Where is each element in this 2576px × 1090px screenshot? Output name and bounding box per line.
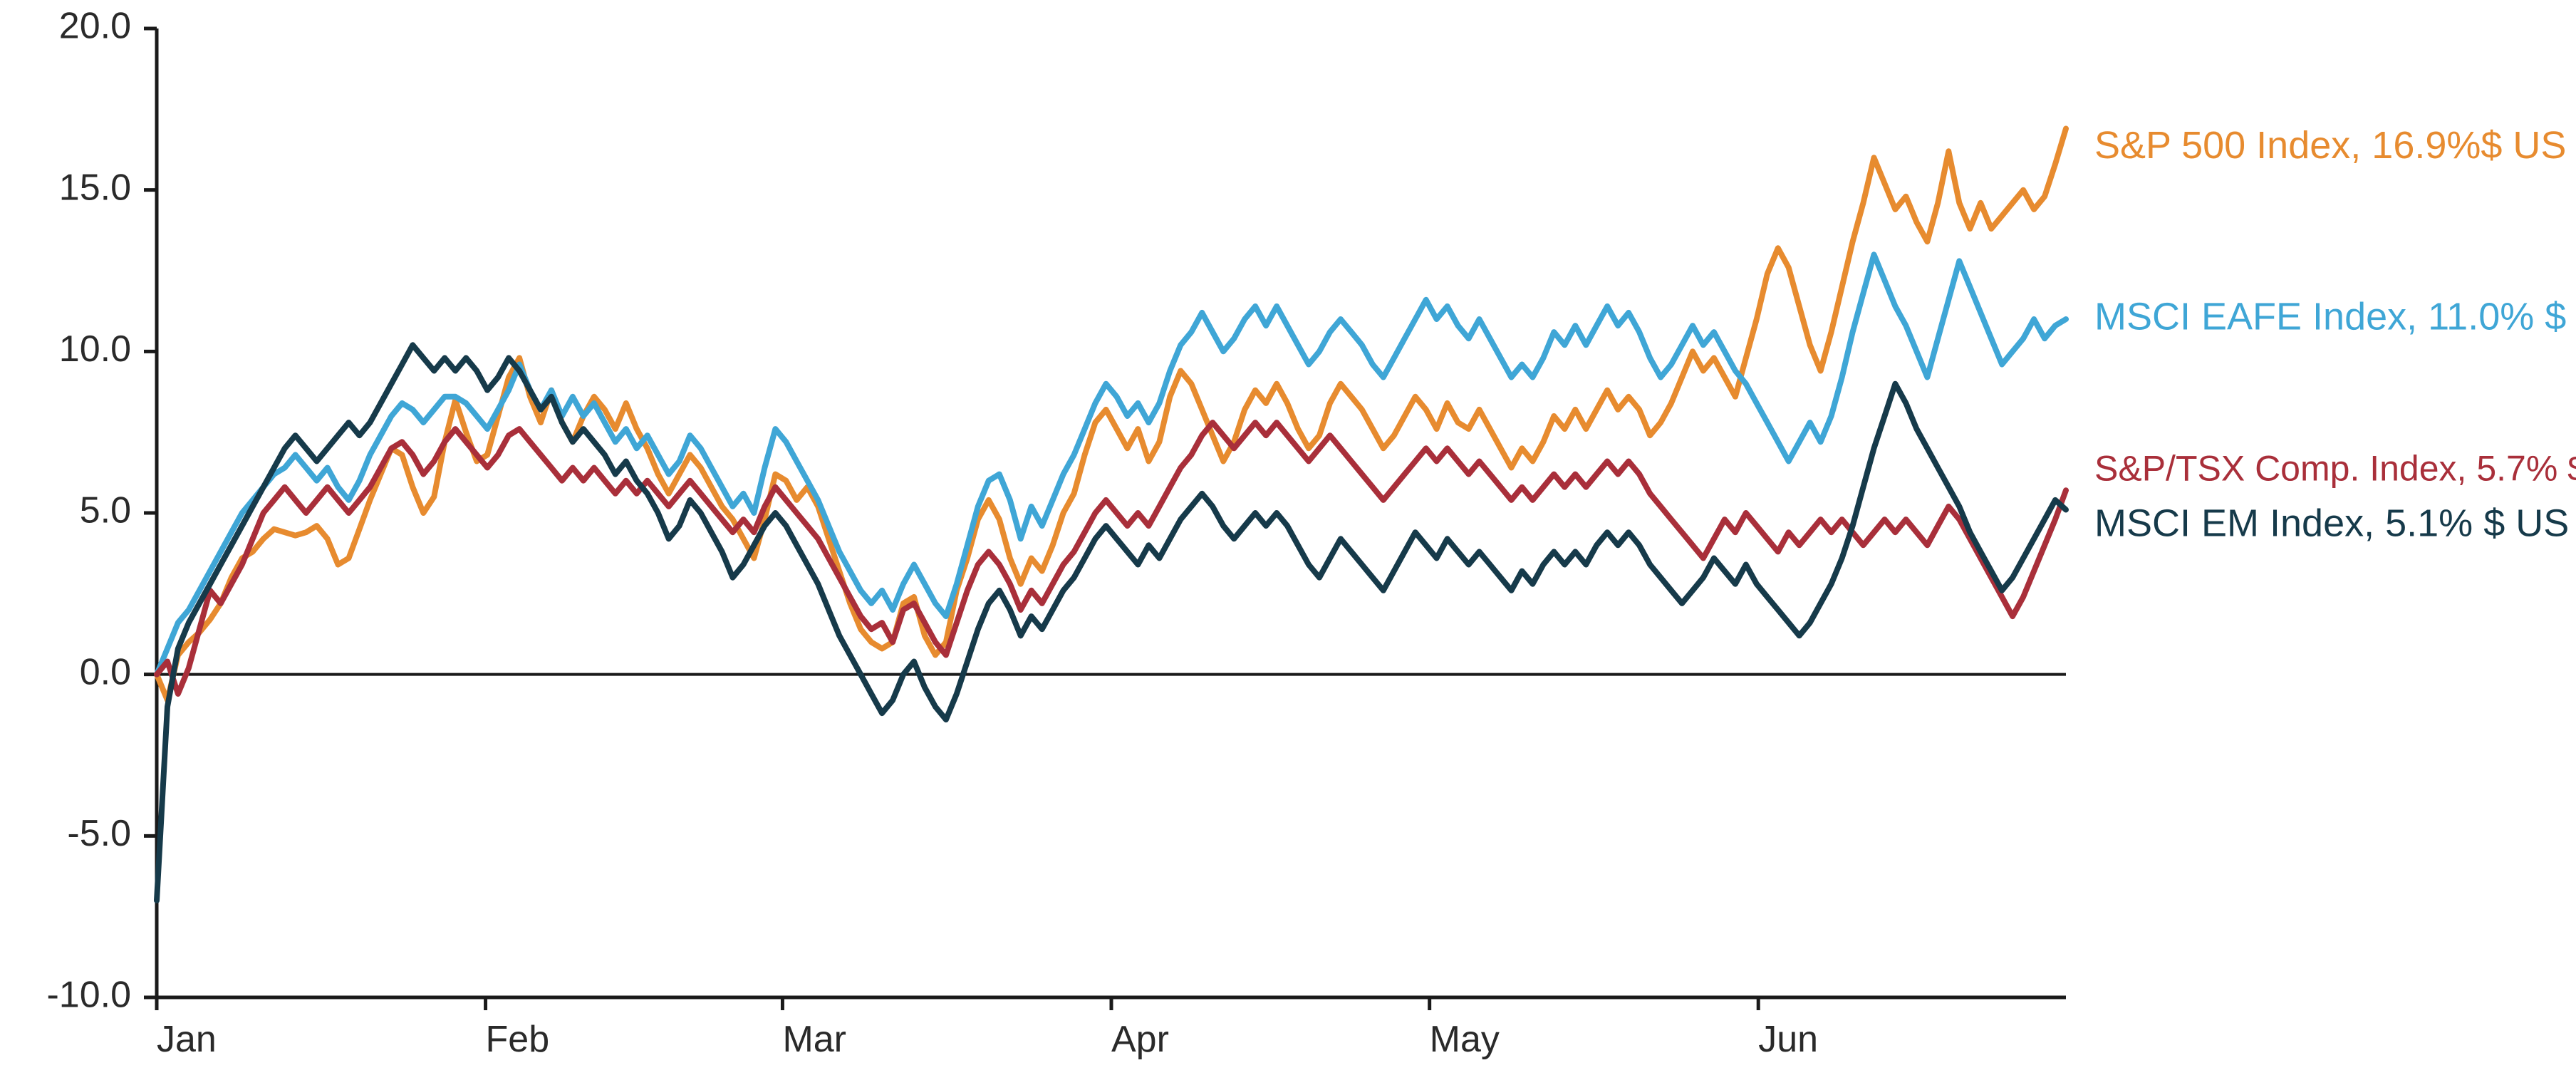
series-line	[157, 345, 2066, 900]
series-label: MSCI EAFE Index, 11.0% $ US	[2094, 295, 2576, 338]
x-tick-label: Jun	[1758, 1019, 1818, 1060]
line-chart: -10.0 -5.0 0.0 5.0 10.0 15.0 20.0 Jan Feb Mar Apr M…	[0, 0, 2576, 1090]
y-tick-label: 10.0	[59, 328, 131, 370]
y-tick-label: 0.0	[80, 651, 131, 692]
y-tick-label: 5.0	[80, 490, 131, 531]
x-tick-label: Feb	[486, 1019, 550, 1060]
series-label: MSCI EM Index, 5.1% $ US	[2094, 502, 2569, 544]
y-tick-label: 15.0	[59, 167, 131, 208]
y-tick-label: 20.0	[59, 6, 131, 47]
x-tick-label: Mar	[782, 1019, 846, 1060]
series-label: S&P 500 Index, 16.9%$ US	[2094, 124, 2566, 167]
y-tick-label: -5.0	[67, 813, 131, 854]
chart-container: -10.0 -5.0 0.0 5.0 10.0 15.0 20.0 Jan Feb Mar Apr M…	[0, 0, 2576, 1090]
x-tick-label: May	[1430, 1019, 1500, 1060]
x-tick-label: Apr	[1111, 1019, 1169, 1060]
series-label: S&P/TSX Comp. Index, 5.7% $CA	[2094, 448, 2576, 488]
y-tick-label: -10.0	[46, 975, 131, 1016]
x-tick-label: Jan	[157, 1019, 217, 1060]
